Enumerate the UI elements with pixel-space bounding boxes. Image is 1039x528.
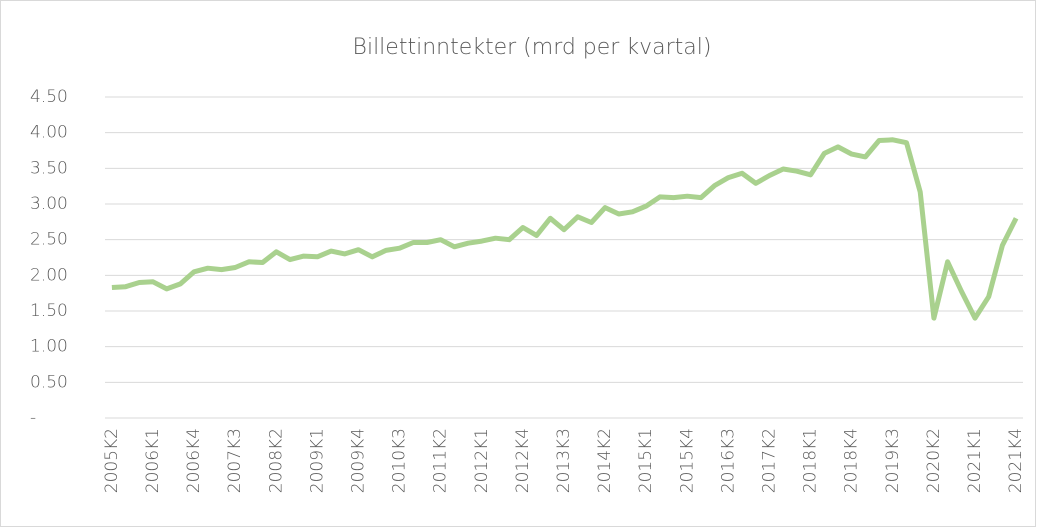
x-tick-label: 2009K4 <box>348 428 368 493</box>
x-tick-label: 2012K4 <box>513 428 533 493</box>
y-tick-label: 4.50 <box>30 87 68 107</box>
x-tick-label: 2009K1 <box>307 428 327 493</box>
chart-title: Billettinntekter (mrd per kvartal) <box>353 35 712 60</box>
x-tick-label: 2012K1 <box>472 428 492 493</box>
x-tick-label: 2017K2 <box>760 428 780 493</box>
line-series <box>111 137 1019 321</box>
x-tick-label: 2016K3 <box>718 428 738 493</box>
x-tick-label: 2006K1 <box>143 428 163 493</box>
x-tick-label: 2021K4 <box>1006 428 1026 493</box>
x-tick-label: 2015K1 <box>636 428 656 493</box>
x-tick-label: 2008K2 <box>266 428 286 493</box>
y-tick-label: 1.00 <box>30 337 68 357</box>
x-tick-label: 2005K2 <box>102 428 122 493</box>
x-tick-label: 2011K2 <box>431 428 451 493</box>
x-tick-label: 2015K4 <box>677 428 697 493</box>
x-tick-label: 2014K2 <box>595 428 615 493</box>
x-tick-label: 2020K2 <box>924 428 944 493</box>
y-tick-label: 1.50 <box>30 301 68 321</box>
x-tick-label: 2019K3 <box>883 428 903 493</box>
y-tick-label: 2.50 <box>30 230 68 250</box>
x-tick-label: 2018K1 <box>801 428 821 493</box>
y-tick-label: - <box>30 408 36 428</box>
x-tick-label: 2021K1 <box>965 428 985 493</box>
x-tick-label: 2013K3 <box>554 428 574 493</box>
y-tick-label: 2.00 <box>30 265 68 285</box>
y-tick-label: 0.50 <box>30 372 68 392</box>
y-tick-label: 3.50 <box>30 158 68 178</box>
x-tick-label: 2007K3 <box>225 428 245 493</box>
x-tick-label: 2010K3 <box>390 428 410 493</box>
x-tick-label: 2018K4 <box>842 428 862 493</box>
y-tick-label: 4.00 <box>30 123 68 143</box>
y-tick-label: 3.00 <box>30 194 68 214</box>
x-tick-label: 2006K4 <box>184 428 204 493</box>
